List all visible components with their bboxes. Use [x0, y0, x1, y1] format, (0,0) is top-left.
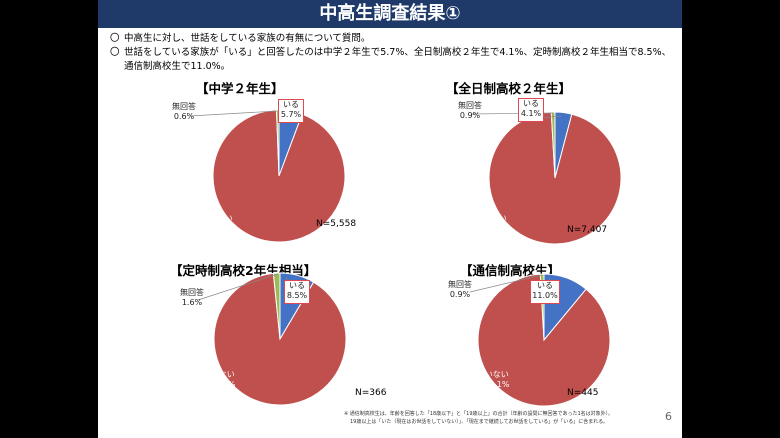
footnote-line: 19歳以上は「いた（現在はお世話をしていない）」、「現在まで継続してお世話をして… [350, 419, 609, 425]
footnote: ※ 通信制高校生は、年齢を回答した「18歳以下」と「19歳以上」の合計（年齢の設… [344, 410, 674, 426]
bullet-text: 中高生に対し、世話をしている家族の有無について質問。 [124, 33, 371, 44]
chart-title: 【全日制高校２年生】 [446, 81, 572, 96]
bullet-item: 〇 世話をしている家族が「いる」と回答したのは中学２年生で5.7%、全日制高校２… [110, 46, 675, 74]
label-yes-value: 8.5% [286, 291, 308, 300]
pie-chart-parttime-high: 【定時制高校2年生相当】 無回答 1.6% いる 8.5% いない 89.9% N=3… [158, 258, 408, 418]
label-na-name: 無回答 [458, 101, 482, 110]
pie-chart-correspondence-high: 【通信制高校生】 無回答 0.9% いる 11.0% いない 88.1% N=445 [398, 258, 648, 418]
pie-slice-いない [488, 111, 622, 245]
leader-line-na [469, 274, 543, 293]
sample-size: N=5,558 [316, 219, 357, 229]
label-na-name: 無回答 [172, 102, 196, 111]
pie-slice-いない [213, 272, 347, 406]
label-no-name: いない [210, 370, 235, 379]
page-number: 6 [665, 410, 672, 423]
label-no-value: 88.1% [484, 380, 510, 389]
label-na-value: 0.9% [449, 290, 471, 299]
label-yes-name: いる [283, 100, 299, 109]
label-no: いない 94.9% [482, 214, 507, 234]
label-na-value: 1.6% [181, 298, 203, 307]
label-yes-name: いる [523, 99, 539, 108]
label-no-name: いない [208, 214, 233, 223]
footnote-line: ※ 通信制高校生は、年齢を回答した「18歳以下」と「19歳以上」の合計（年齢の設… [344, 411, 614, 417]
label-yes-box: いる 4.1% [518, 98, 544, 122]
bullet-mark: 〇 [110, 47, 120, 58]
sample-size: N=445 [567, 388, 599, 398]
label-na: 無回答 0.9% [458, 101, 482, 121]
slide: 中高生調査結果① 〇 中高生に対し、世話をしている家族の有無について質問。 〇 … [98, 0, 682, 438]
pie-chart-fulltime-high: 【全日制高校２年生】 無回答 0.9% いる 4.1% いない 94.9% N=7,4… [398, 74, 648, 254]
pie-svg [469, 273, 611, 407]
page-title: 中高生調査結果① [98, 0, 682, 28]
label-no-name: いない [482, 214, 507, 223]
label-na-name: 無回答 [180, 288, 204, 297]
label-yes-value: 4.1% [520, 109, 542, 118]
pie-slice-無回答 [550, 111, 556, 179]
label-na-value: 0.6% [173, 112, 195, 121]
label-na-value: 0.9% [459, 111, 481, 120]
pie-chart-junior-high: 【中学２年生】 無回答 0.6% いる 5.7% いない 93.6% N=5,558 [158, 74, 398, 254]
leader-line-na [197, 273, 279, 301]
bullet-item: 〇 中高生に対し、世話をしている家族の有無について質問。 [110, 32, 675, 46]
label-na: 無回答 1.6% [180, 288, 204, 308]
label-no: いない 88.1% [484, 370, 509, 390]
sample-size: N=366 [355, 388, 387, 398]
label-na-name: 無回答 [448, 280, 472, 289]
leader-line-na [189, 110, 278, 117]
chart-title: 【中学２年生】 [196, 81, 284, 96]
sample-size: N=7,407 [567, 225, 608, 235]
label-no-value: 93.6% [208, 224, 234, 233]
label-yes-name: いる [289, 281, 305, 290]
label-na: 無回答 0.9% [448, 280, 472, 300]
label-yes-box: いる 5.7% [278, 99, 304, 123]
bullet-text: 世話をしている家族が「いる」と回答したのは中学２年生で5.7%、全日制高校２年生… [124, 47, 672, 72]
pie-svg [471, 111, 622, 245]
label-yes-value: 11.0% [532, 291, 558, 300]
label-yes-value: 5.7% [280, 110, 302, 119]
pie-svg [189, 109, 346, 243]
label-yes-box: いる 11.0% [530, 280, 560, 304]
label-na: 無回答 0.6% [172, 102, 196, 122]
label-no-value: 94.9% [482, 224, 508, 233]
pie-slice-無回答 [272, 272, 281, 340]
bullet-list: 〇 中高生に対し、世話をしている家族の有無について質問。 〇 世話をしている家族… [110, 32, 675, 74]
label-yes-name: いる [537, 281, 553, 290]
pie-slice-いない [212, 109, 346, 243]
label-no: いない 93.6% [208, 214, 233, 234]
bullet-mark: 〇 [110, 33, 120, 44]
label-no: いない 89.9% [210, 370, 235, 390]
label-no-name: いない [484, 370, 509, 379]
label-no-value: 89.9% [210, 380, 236, 389]
pie-slice-いない [477, 273, 611, 407]
label-yes-box: いる 8.5% [284, 280, 310, 304]
